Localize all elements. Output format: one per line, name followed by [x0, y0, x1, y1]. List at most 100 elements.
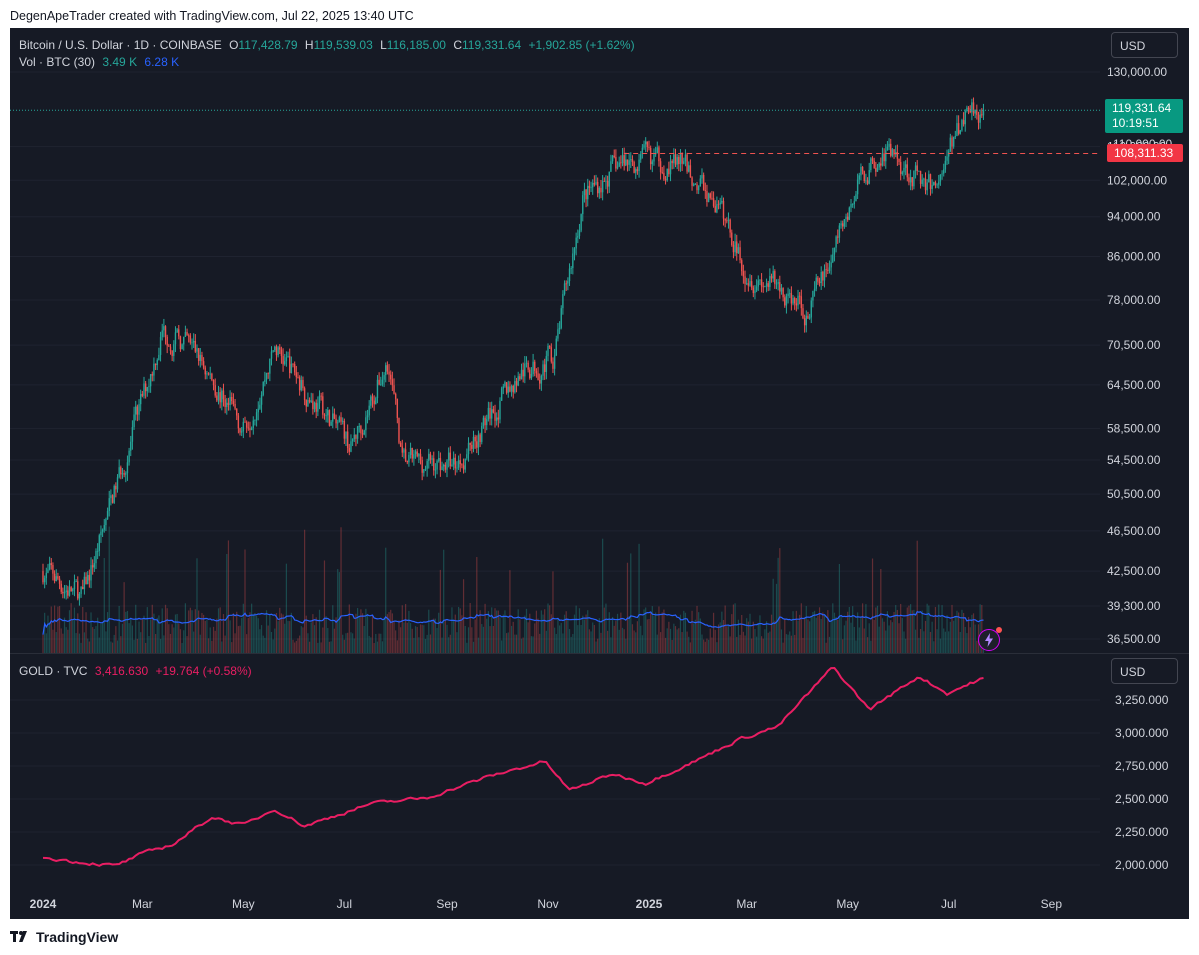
btc-currency-button[interactable]: USD	[1111, 32, 1178, 58]
volume-bar	[818, 607, 821, 653]
candle-body	[466, 454, 468, 459]
candle-body	[505, 382, 508, 393]
volume-bar	[961, 609, 963, 653]
candle-body	[868, 170, 870, 184]
candle-body	[972, 102, 975, 114]
volume-bar	[70, 603, 72, 653]
volume-bar	[252, 614, 254, 653]
volume-bar	[810, 616, 812, 653]
candle-body	[802, 308, 804, 319]
volume-bar	[822, 612, 824, 653]
tradingview-logo[interactable]: TradingView	[10, 929, 118, 945]
candle-body	[704, 190, 706, 192]
candle-body	[315, 402, 317, 412]
candle-body	[250, 427, 253, 430]
candle-body	[739, 247, 741, 261]
candle-body	[613, 155, 615, 158]
volume-bar	[108, 526, 110, 653]
candle-body	[678, 157, 680, 165]
gold-currency-button[interactable]: USD	[1111, 658, 1178, 684]
candle-body	[161, 330, 163, 338]
volume-bar	[673, 623, 675, 653]
volume-bar	[703, 639, 705, 653]
pane-divider[interactable]	[10, 653, 1189, 654]
volume-bar	[587, 610, 589, 653]
btc-symbol[interactable]: Bitcoin / U.S. Dollar · 1D · COINBASE	[19, 38, 222, 52]
volume-bar	[294, 642, 296, 653]
candle-body	[679, 153, 682, 165]
volume-bar	[959, 631, 961, 653]
btc-y-tick-label: 42,500.00	[1107, 564, 1161, 578]
volume-bar	[838, 564, 841, 653]
candle-body	[43, 578, 46, 583]
volume-bar	[913, 609, 915, 653]
volume-bar	[918, 637, 920, 653]
candle-body	[325, 415, 327, 417]
volume-bar	[969, 627, 971, 653]
candle-body	[340, 417, 342, 422]
candle-body	[939, 174, 942, 182]
candle-body	[795, 303, 798, 306]
volume-bar	[873, 619, 875, 653]
volume-bar	[527, 622, 529, 653]
volume-bar	[226, 553, 228, 653]
gold-last-value: 3,416.630	[94, 664, 149, 678]
candle-body	[837, 236, 839, 238]
volume-bar	[400, 627, 402, 653]
candle-body	[560, 308, 562, 328]
volume-bar	[151, 604, 153, 653]
gold-symbol[interactable]: GOLD · TVC	[19, 664, 88, 678]
candle-body	[855, 194, 857, 202]
volume-label[interactable]: Vol · BTC (30)	[19, 55, 96, 69]
volume-bar	[123, 582, 125, 653]
gold-y-tick-label: 2,000.000	[1115, 858, 1169, 872]
volume-bar	[956, 610, 958, 653]
candle-body	[967, 107, 970, 110]
volume-bar	[178, 623, 180, 653]
candle-body	[153, 363, 155, 376]
volume-bar	[625, 638, 627, 653]
candle-body	[317, 403, 319, 412]
candle-body	[351, 439, 354, 442]
volume-bar	[712, 612, 715, 653]
volume-bar	[67, 629, 69, 653]
volume-bar	[179, 629, 182, 653]
candle-body	[865, 180, 867, 182]
volume-bar	[530, 636, 533, 653]
candle-body	[890, 143, 892, 156]
volume-bar	[732, 604, 735, 653]
candle-body	[245, 422, 248, 428]
candle-body	[252, 420, 254, 428]
lightning-icon[interactable]	[978, 627, 1002, 651]
volume-bar	[949, 621, 951, 653]
volume-bar	[125, 611, 127, 653]
volume-bar	[355, 613, 357, 653]
volume-bar	[751, 638, 753, 653]
volume-bar	[60, 628, 62, 653]
volume-bar	[443, 549, 445, 653]
volume-bar	[391, 613, 393, 653]
chart-canvas[interactable]: 130,000.00110,000.00102,000.0094,000.008…	[10, 28, 1189, 919]
volume-bar	[898, 623, 900, 653]
candle-body	[418, 453, 420, 457]
volume-bar	[706, 638, 708, 653]
volume-bar	[448, 637, 450, 653]
candle-body	[403, 449, 405, 453]
candle-body	[406, 460, 408, 463]
volume-bar	[58, 606, 61, 653]
candle-body	[360, 425, 362, 434]
volume-bar	[486, 618, 488, 653]
volume-bar	[449, 634, 451, 653]
volume-bar	[558, 625, 561, 653]
candle-body	[646, 141, 649, 148]
volume-bar	[87, 638, 89, 653]
chart-frame[interactable]: 130,000.00110,000.00102,000.0094,000.008…	[10, 28, 1189, 919]
volume-bar	[661, 612, 663, 653]
volume-bar	[651, 606, 653, 653]
candle-body	[603, 181, 605, 182]
volume-bar	[866, 637, 869, 653]
candle-body	[419, 453, 422, 461]
volume-bar	[711, 637, 713, 653]
volume-bar	[120, 636, 122, 653]
candle-body	[482, 417, 485, 427]
